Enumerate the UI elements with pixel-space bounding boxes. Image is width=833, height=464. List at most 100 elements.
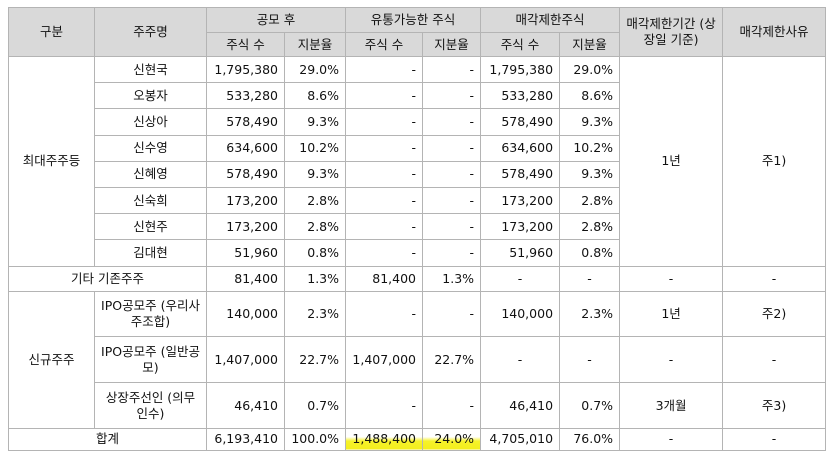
shareholder-name: 신현주 xyxy=(94,213,207,241)
restrict-reason-cell: 주1) xyxy=(722,56,827,267)
tradable-shares-cell: - xyxy=(345,290,424,338)
restricted-ratio-cell: - xyxy=(559,265,621,292)
header-restrict-period: 매각제한기간 (상장일 기준) xyxy=(619,7,724,57)
table-row: 상장주선인 (의무인수) 46,410 0.7% - - 46,410 0.7%… xyxy=(9,382,827,429)
table-row: 김대현 51,960 0.8% - - 51,960 0.8% xyxy=(9,239,826,267)
tradable-ratio-cell: 1.3% xyxy=(422,265,482,292)
tradable-shares-cell: - xyxy=(345,186,424,215)
restricted-ratio-cell: 9.3% xyxy=(559,160,621,188)
table-row: 신수영 634,600 10.2% - - 634,600 10.2% xyxy=(9,134,826,162)
shares-cell: 81,400 xyxy=(206,265,285,292)
ratio-cell: 22.7% xyxy=(283,336,347,384)
tradable-ratio-cell: - xyxy=(422,108,482,136)
table-row: 최대주주등 신현국 1,795,380 29.0% - - 1,795,380 … xyxy=(8,55,827,267)
shares-cell: 578,490 xyxy=(206,108,285,136)
ratio-cell: 1.3% xyxy=(283,265,347,292)
group-label: 최대주주등 xyxy=(8,56,95,267)
subheader-shares: 주식 수 xyxy=(345,32,424,57)
shares-cell: 46,410 xyxy=(206,382,285,429)
total-restricted-shares-cell: 4,705,010 xyxy=(480,427,561,452)
shareholder-name: 김대현 xyxy=(94,239,207,267)
table-row-other: 기타 기존주주 81,400 1.3% 81,400 1.3% - - - - xyxy=(8,265,827,292)
ratio-cell: 10.2% xyxy=(283,134,347,162)
restricted-shares-cell: 173,200 xyxy=(480,213,561,241)
ratio-cell: 9.3% xyxy=(283,108,347,136)
tradable-shares-cell: - xyxy=(345,82,424,110)
total-restricted-ratio-cell: 76.0% xyxy=(559,427,621,452)
shareholder-name: IPO공모주 (일반공모) xyxy=(94,336,207,384)
ratio-cell: 9.3% xyxy=(283,160,347,188)
restrict-reason-cell: - xyxy=(722,336,827,384)
header-after-ipo: 공모 후 xyxy=(205,7,347,33)
header-restricted: 매각제한주식 xyxy=(480,7,621,33)
tradable-shares-cell: 1,407,000 xyxy=(345,336,424,384)
shareholding-lockup-table: 구분 주주명 공모 후 유통가능한 주식 매각제한주식 매각제한기간 (상장일 … xyxy=(8,7,827,452)
ratio-cell: 29.0% xyxy=(283,55,347,84)
subheader-ratio: 지분율 xyxy=(559,32,621,57)
restricted-shares-cell: 46,410 xyxy=(480,382,561,429)
shares-cell: 51,960 xyxy=(206,239,285,267)
total-period-cell: - xyxy=(619,427,724,452)
restricted-ratio-cell: 2.8% xyxy=(559,186,621,215)
ratio-cell: 0.7% xyxy=(283,382,347,429)
tradable-ratio-cell: - xyxy=(422,213,482,241)
tradable-shares-cell: - xyxy=(345,239,424,267)
restricted-shares-cell: 140,000 xyxy=(480,290,561,338)
shareholder-name: 신혜영 xyxy=(94,160,207,188)
table-row: 신규주주 IPO공모주 (우리사주조합) 140,000 2.3% - - 14… xyxy=(8,290,827,429)
header-tradable: 유통가능한 주식 xyxy=(345,7,482,33)
shareholder-name: 상장주선인 (의무인수) xyxy=(94,382,207,429)
restricted-ratio-cell: 29.0% xyxy=(559,55,621,84)
restricted-ratio-cell: 0.7% xyxy=(559,382,621,429)
ratio-cell: 2.8% xyxy=(283,186,347,215)
table-row-total: 합계 6,193,410 100.0% 1,488,400 24.0% 4,70… xyxy=(8,427,827,452)
subheader-ratio: 지분율 xyxy=(283,32,347,57)
restrict-reason-cell: 주2) xyxy=(722,290,827,338)
table-row: 신혜영 578,490 9.3% - - 578,490 9.3% xyxy=(9,160,826,188)
total-shares-cell: 6,193,410 xyxy=(206,427,285,452)
total-reason-cell: - xyxy=(722,427,827,452)
table-row: 오봉자 533,280 8.6% - - 533,280 8.6% xyxy=(9,82,826,110)
restricted-ratio-cell: 2.8% xyxy=(559,213,621,241)
restricted-shares-cell: 51,960 xyxy=(480,239,561,267)
header-category: 구분 xyxy=(8,7,95,57)
restricted-ratio-cell: 10.2% xyxy=(559,134,621,162)
ratio-cell: 0.8% xyxy=(283,239,347,267)
group-label: 기타 기존주주 xyxy=(8,265,207,292)
tradable-shares-cell: - xyxy=(345,213,424,241)
tradable-shares-cell: - xyxy=(345,55,424,84)
shareholder-name: 신숙희 xyxy=(94,186,207,215)
header-shareholder: 주주명 xyxy=(94,7,207,57)
total-tradable-shares-cell: 1,488,400 xyxy=(345,427,424,452)
total-label: 합계 xyxy=(8,427,207,452)
table-row: 신숙희 173,200 2.8% - - 173,200 2.8% xyxy=(9,186,826,215)
shares-cell: 1,795,380 xyxy=(206,55,285,84)
shareholder-name: 오봉자 xyxy=(94,82,207,110)
restricted-ratio-cell: 9.3% xyxy=(559,108,621,136)
tradable-ratio-cell: - xyxy=(422,160,482,188)
shares-cell: 533,280 xyxy=(206,82,285,110)
restricted-shares-cell: 533,280 xyxy=(480,82,561,110)
restrict-period-cell: - xyxy=(619,265,724,292)
restrict-period-cell: 1년 xyxy=(619,290,724,338)
tradable-shares-cell: - xyxy=(345,108,424,136)
restrict-period-cell: 3개월 xyxy=(619,382,724,429)
restricted-shares-cell: 634,600 xyxy=(480,134,561,162)
tradable-ratio-cell: - xyxy=(422,55,482,84)
tradable-shares-cell: 81,400 xyxy=(345,265,424,292)
shares-cell: 634,600 xyxy=(206,134,285,162)
shareholder-name: 신수영 xyxy=(94,134,207,162)
ratio-cell: 2.8% xyxy=(283,213,347,241)
tradable-shares-cell: - xyxy=(345,160,424,188)
restricted-ratio-cell: 8.6% xyxy=(559,82,621,110)
shares-cell: 173,200 xyxy=(206,213,285,241)
tradable-shares-cell: - xyxy=(345,382,424,429)
tradable-shares-cell: - xyxy=(345,134,424,162)
shareholder-name: 신상아 xyxy=(94,108,207,136)
shares-cell: 173,200 xyxy=(206,186,285,215)
ratio-cell: 2.3% xyxy=(283,290,347,338)
shares-cell: 140,000 xyxy=(206,290,285,338)
restricted-shares-cell: 1,795,380 xyxy=(480,55,561,84)
total-tradable-ratio-cell: 24.0% xyxy=(422,427,482,452)
tradable-ratio-cell: - xyxy=(422,186,482,215)
